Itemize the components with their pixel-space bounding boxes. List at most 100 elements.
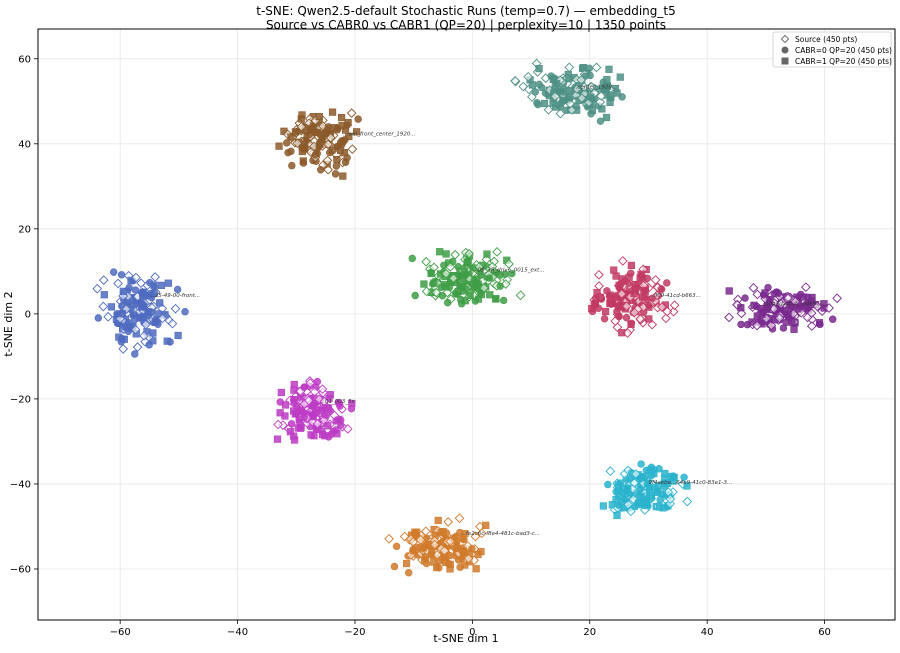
source-point: [572, 84, 582, 94]
source-point: [555, 108, 566, 119]
cabr0-point: [534, 100, 542, 109]
cabr1-point: [474, 550, 482, 559]
cabr0-point: [602, 86, 611, 94]
cabr1-point: [606, 91, 614, 99]
cabr1-point: [150, 289, 158, 297]
cabr1-point: [553, 79, 561, 88]
cabr0-point: [737, 320, 745, 329]
source-point: [596, 91, 607, 101]
source-point: [325, 132, 336, 143]
cabr0-point: [559, 85, 568, 94]
source-point: [510, 75, 520, 86]
cabr0-point: [456, 563, 464, 571]
source-point: [812, 301, 823, 312]
cabr1-point: [627, 320, 635, 328]
cabr1-point: [645, 488, 653, 496]
cabr0-point: [457, 295, 465, 304]
plot-frame: [37, 28, 896, 621]
cabr0-point: [145, 341, 153, 349]
source-point: [595, 97, 606, 107]
cabr1-point: [630, 289, 638, 298]
cluster-annotation: ...01_003_5s: [320, 399, 355, 405]
source-point: [586, 81, 597, 92]
cabr0-point: [130, 316, 138, 324]
source-point: [657, 302, 667, 312]
source-point: [629, 478, 640, 488]
cabr1-point: [410, 547, 418, 555]
cabr1-point: [324, 422, 332, 430]
cabr0-point: [131, 350, 139, 358]
chart-title: t-SNE: Qwen2.5-default Stochastic Runs (…: [256, 4, 676, 18]
cabr1-point: [442, 558, 450, 566]
y-tick-label: 20: [18, 224, 31, 235]
legend-label: Source (450 pts): [795, 35, 857, 44]
cabr1-point: [328, 108, 337, 116]
source-point: [806, 321, 817, 331]
cabr1-point: [766, 295, 774, 304]
cabr1-point: [613, 89, 621, 97]
source-point: [464, 248, 474, 259]
source-point: [347, 144, 358, 154]
cabr1-point: [641, 286, 649, 295]
source-point: [752, 289, 763, 300]
cabr0-point: [347, 404, 356, 413]
source-point: [662, 306, 673, 317]
source-point: [420, 526, 431, 537]
cabr1-point: [788, 318, 796, 326]
cabr0-point: [622, 313, 631, 322]
cabr0-point: [454, 263, 462, 271]
cabr1-point: [100, 291, 108, 299]
source-point: [635, 313, 646, 324]
cabr1-point: [460, 267, 468, 275]
cabr0-point: [499, 296, 508, 305]
cabr0-point: [741, 294, 749, 302]
cabr0-point: [405, 569, 413, 577]
cabr0-point: [332, 162, 341, 170]
cabr0-point: [437, 283, 446, 291]
grid: [38, 29, 895, 620]
cabr1-point: [606, 98, 614, 107]
cabr0-point: [663, 279, 671, 287]
cabr0-point: [614, 483, 623, 492]
source-point: [130, 324, 141, 335]
cabr1-point: [587, 93, 595, 101]
source-point: [474, 262, 485, 272]
x-tick-label: −40: [227, 627, 248, 638]
cabr0-point: [596, 117, 605, 125]
cabr0-point: [607, 300, 616, 308]
cabr1-point: [291, 128, 299, 136]
cabr0-point: [650, 465, 658, 474]
cabr1-point: [339, 172, 347, 180]
cabr1-point: [140, 313, 148, 321]
cabr0-point: [334, 142, 342, 151]
x-axis-label: t-SNE dim 1: [433, 632, 498, 645]
legend-source-marker: [780, 34, 790, 44]
source-point: [487, 261, 498, 272]
cabr0-point: [587, 110, 595, 118]
cabr0-point: [337, 421, 345, 429]
cabr1-point: [579, 64, 588, 72]
source-point: [492, 246, 502, 257]
cabr1-point: [353, 128, 361, 136]
source-point: [724, 312, 734, 323]
cabr0-point: [329, 427, 338, 436]
cabr1-point: [307, 431, 315, 439]
source-point: [565, 98, 576, 109]
cabr1-point: [338, 122, 346, 130]
source-point: [617, 256, 628, 266]
cabr1-point: [565, 94, 573, 102]
cabr1-point: [163, 337, 171, 345]
legend: Source (450 pts) CABR=0 QP=20 (450 pts) CA…: [772, 31, 892, 68]
cabr1-point: [277, 388, 285, 397]
source-point: [322, 155, 333, 166]
cabr1-point: [439, 528, 447, 536]
cabr1-point: [436, 248, 444, 256]
cabr0-point: [802, 302, 810, 310]
cabr0-point: [458, 554, 466, 562]
source-point: [576, 75, 587, 85]
cabr1-point: [486, 291, 494, 299]
cabr1-point: [618, 329, 626, 337]
cabr0-point: [318, 404, 327, 412]
cabr1-point: [482, 521, 490, 529]
